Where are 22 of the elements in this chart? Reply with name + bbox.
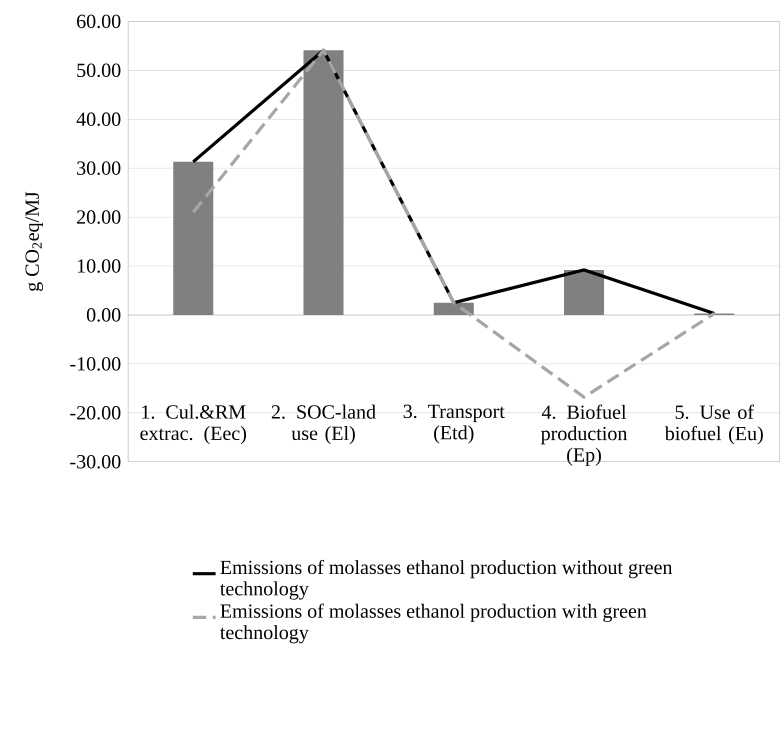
y-tick-label: 30.00 xyxy=(77,161,120,175)
bar xyxy=(173,162,214,315)
x-tick-label: 4. Biofuel production (Ep) xyxy=(540,404,628,466)
y-axis-title: g CO$_{2}$eq/MJ xyxy=(25,192,44,291)
legend-label: Emissions of molasses ethanol production without green technology xyxy=(220,560,672,600)
x-tick-label: 5. Use of biofuel (Eu) xyxy=(664,404,763,444)
x-tick-label: 2. SOC-land use (El) xyxy=(272,404,376,444)
bar xyxy=(564,270,604,315)
y-tick-label: 20.00 xyxy=(77,210,120,224)
x-tick-label: 1. Cul.&RM extrac. (Eec) xyxy=(140,404,246,444)
y-tick-label: 40.00 xyxy=(76,112,120,126)
bar xyxy=(434,302,474,315)
x-tick-label: 3. Transport (Etd) xyxy=(404,404,505,444)
legend-label: Emissions of molasses ethanol production with green technology xyxy=(220,604,647,644)
y-tick-label: 10.00 xyxy=(78,259,120,273)
y-tick-label: -30.00 xyxy=(70,454,120,469)
y-tick-label: 0.00 xyxy=(86,308,120,322)
y-tick-label: 60.00 xyxy=(77,14,120,28)
y-tick-label: -10.00 xyxy=(70,357,120,371)
y-tick-label: -20.00 xyxy=(70,406,120,420)
bar xyxy=(303,50,344,315)
y-tick-label: 50.00 xyxy=(77,64,120,78)
